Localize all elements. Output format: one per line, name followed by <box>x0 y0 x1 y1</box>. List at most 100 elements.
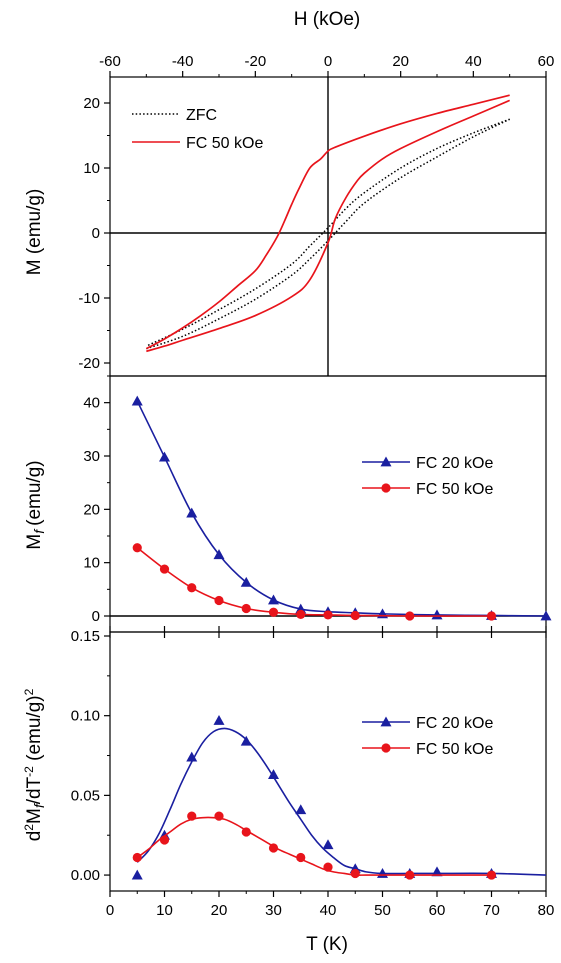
middle-series-0-point <box>431 609 443 620</box>
middle-series-0-point <box>240 576 252 587</box>
middle-series-0-point <box>131 395 143 406</box>
panel-bottom-d2mf-vs-t: 0.00 0.05 0.10 0.15 0 10 20 30 40 50 60 70 80 FC 20 k… <box>71 628 555 919</box>
top-x-tick-label: 0 <box>324 53 332 70</box>
bottom-x-tick-label: 10 <box>156 902 173 919</box>
bottom-y-title-d: d <box>24 831 45 842</box>
bottom-series-1-point <box>486 870 497 880</box>
bottom-series-0-point <box>240 735 252 746</box>
bottom-series-1-fit-line <box>136 816 492 876</box>
bottom-x-tick-label: 50 <box>374 902 391 919</box>
middle-series-1-point <box>132 543 142 553</box>
bottom-x-tick-label: 70 <box>483 902 500 919</box>
middle-series-0-point <box>268 594 279 605</box>
middle-series-1-point <box>268 607 279 617</box>
bottom-y-tick-label: 0.00 <box>71 867 100 884</box>
middle-y-title-units: (emu/g) <box>24 460 45 525</box>
bottom-y-title-m: M <box>24 808 45 824</box>
top-series-1-ascending-branch <box>146 99 511 353</box>
top-y-axis-title: M (emu/g) <box>24 189 45 276</box>
middle-series-0-point <box>213 549 225 560</box>
bottom-series-0-point <box>295 804 307 815</box>
bottom-y-title-units: (emu/g) <box>24 695 45 766</box>
middle-series-1-point <box>187 583 197 593</box>
bottom-series-1-point <box>323 862 333 872</box>
middle-y-tick-label: 10 <box>83 555 100 572</box>
top-x-tick-label: -20 <box>244 53 266 70</box>
middle-y-axis-title: Mf (emu/g) <box>24 460 47 549</box>
bottom-series-1-point <box>214 811 224 821</box>
middle-series-1-point <box>486 611 497 621</box>
bottom-series-1-point <box>187 811 197 821</box>
bottom-series-0-point <box>431 866 443 877</box>
legend-label-fc20-bot: FC 20 kOe <box>416 715 493 732</box>
bottom-y-title-sub: f <box>31 802 47 808</box>
legend-marker-fc50-mid <box>381 483 391 493</box>
legend-marker-fc50-bot <box>381 743 391 753</box>
bottom-y-tick-label: 0.05 <box>71 787 100 804</box>
middle-y-title-sub: f <box>31 528 47 534</box>
bottom-series-1-point <box>350 868 360 879</box>
top-x-tick-label: 40 <box>465 53 482 70</box>
legend-label-zfc: ZFC <box>186 107 217 124</box>
top-x-tick-label: 60 <box>538 53 555 70</box>
bottom-y-title-sup3: 2 <box>22 688 36 695</box>
bottom-y-axis-title: d2Mf/dT-2 (emu/g)2 <box>22 688 47 841</box>
middle-series-1-point <box>405 611 415 621</box>
middle-plot-frame <box>109 375 547 633</box>
middle-series-1-point <box>241 603 251 614</box>
bottom-series-1-point <box>296 852 306 863</box>
bottom-series-0-point <box>186 751 198 762</box>
bottom-x-tick-label: 30 <box>265 902 282 919</box>
bottom-y-tick-label: 0.15 <box>71 628 100 645</box>
legend-label-fc50-top: FC 50 kOe <box>186 135 263 152</box>
middle-y-tick-label: 0 <box>92 608 100 625</box>
bottom-y-tick-label: 0.10 <box>71 708 100 725</box>
legend-label-fc50-bot: FC 50 kOe <box>416 741 493 758</box>
top-y-tick-label: 10 <box>83 160 100 177</box>
bottom-series-1-point <box>159 835 170 845</box>
top-y-tick-label: -20 <box>78 355 100 372</box>
bottom-series-1-point <box>268 843 279 853</box>
bottom-x-tick-label: 80 <box>538 902 555 919</box>
top-y-tick-label: 0 <box>92 225 100 242</box>
bottom-series-0-point <box>268 769 279 780</box>
bottom-x-tick-label: 0 <box>106 902 114 919</box>
bottom-series-1-point <box>405 870 415 880</box>
bottom-x-tick-label: 60 <box>429 902 446 919</box>
middle-y-tick-label: 30 <box>83 448 100 465</box>
bottom-y-title-sup2: -2 <box>22 766 36 777</box>
top-x-axis-title: H (kOe) <box>294 9 361 30</box>
bottom-x-axis-title: T (K) <box>306 934 348 955</box>
middle-series-0-point <box>186 507 198 518</box>
middle-series-1-point <box>159 564 170 574</box>
legend-label-fc20-mid: FC 20 kOe <box>416 455 493 472</box>
top-x-tick-label: 20 <box>392 53 409 70</box>
bottom-series-0-point <box>322 839 334 850</box>
middle-series-0-line <box>136 400 547 617</box>
top-series-1-descending-branch <box>145 94 510 350</box>
bottom-series-1-point <box>241 827 251 837</box>
middle-series-0-point <box>540 610 552 621</box>
panel-middle-mf-vs-t: 0 10 20 30 40 FC 20 kOe FC 50 kOe <box>83 375 552 633</box>
legend-label-fc50-mid: FC 50 kOe <box>416 481 493 498</box>
middle-series-1-point <box>296 609 306 620</box>
bottom-y-title-sup1: 2 <box>22 824 36 831</box>
bottom-series-0-fit-line <box>136 727 547 876</box>
top-series-0-descending-branch <box>146 118 510 347</box>
bottom-series-0-point <box>213 714 225 725</box>
middle-y-tick-label: 20 <box>83 501 100 518</box>
middle-y-tick-label: 40 <box>83 395 100 412</box>
panel-top-m-vs-h: -60 -40 -20 0 20 40 60 -20 -10 0 10 20 ZFC FC 50 kOe <box>78 53 555 377</box>
bottom-x-tick-label: 20 <box>211 902 228 919</box>
middle-series-1-point <box>323 610 333 620</box>
top-y-tick-label: 20 <box>83 95 100 112</box>
top-y-tick-label: -10 <box>78 290 100 307</box>
bottom-x-tick-label: 40 <box>320 902 337 919</box>
bottom-y-title-dt: /dT <box>24 776 45 804</box>
top-series-0-ascending-branch <box>146 118 510 350</box>
middle-series-0-point <box>159 451 170 462</box>
middle-series-1-line <box>136 547 492 617</box>
bottom-series-0-point <box>131 869 143 880</box>
middle-y-title-m: M <box>24 534 45 550</box>
